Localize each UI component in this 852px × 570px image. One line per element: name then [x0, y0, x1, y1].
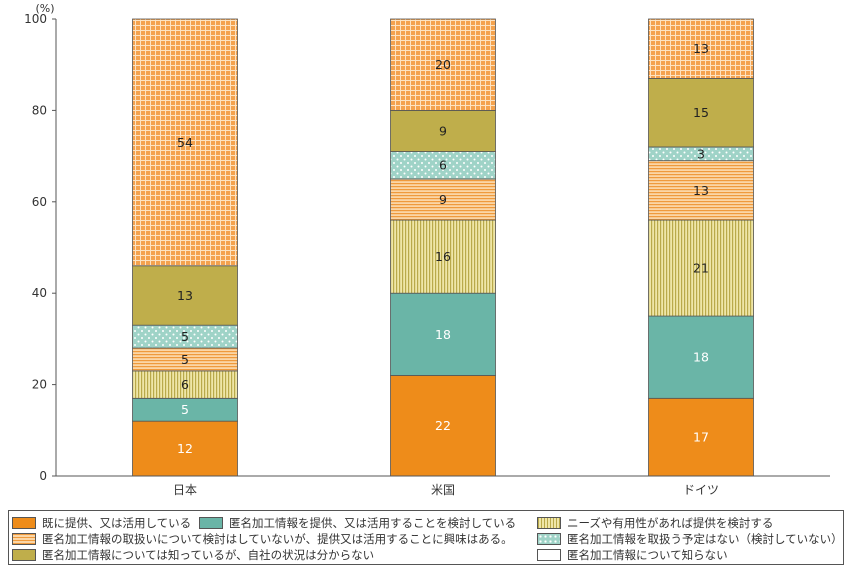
- data-label: 13: [177, 288, 193, 303]
- legend-swatch: [537, 533, 561, 545]
- legend-item: 匿名加工情報の取扱いについて検討はしていないが、提供又は活用することに興味はある…: [12, 531, 513, 547]
- x-tick-label: ドイツ: [683, 483, 719, 497]
- bar-segment: [648, 315, 754, 399]
- data-label: 12: [177, 441, 193, 456]
- bar-segment: [390, 178, 496, 221]
- x-axis: 日本 米国 ドイツ: [56, 475, 830, 497]
- bar-segment: [132, 18, 238, 267]
- y-tick-label: 80: [32, 103, 47, 117]
- data-label: 18: [435, 327, 451, 342]
- legend-label: 匿名加工情報を取扱う予定はない（検討していない）: [567, 532, 843, 546]
- data-label: 3: [697, 146, 705, 161]
- y-axis-unit: (%): [35, 2, 54, 15]
- legend-label: 匿名加工情報の取扱いについて検討はしていないが、提供又は活用することに興味はある…: [42, 532, 513, 546]
- y-tick-label: 40: [32, 286, 47, 300]
- data-label: 5: [181, 402, 189, 417]
- data-label: 13: [693, 183, 709, 198]
- data-label: 21: [693, 261, 709, 276]
- bar-segment: [648, 397, 754, 477]
- legend-swatch: [537, 517, 561, 529]
- legend-swatch: [12, 517, 36, 529]
- bar-segment: [390, 219, 496, 294]
- data-label: 6: [181, 377, 189, 392]
- y-axis: 0 20 40 60 80 100: [24, 12, 57, 483]
- bar-segment: [648, 160, 754, 221]
- legend-item: ニーズや有用性があれば提供を検討する: [537, 515, 773, 531]
- data-label: 22: [435, 418, 451, 433]
- bar-segment: [648, 18, 754, 79]
- data-label: 20: [435, 57, 451, 72]
- legend-label: ニーズや有用性があれば提供を検討する: [567, 516, 774, 530]
- bar-segment: [648, 78, 754, 148]
- data-label: 18: [693, 350, 709, 365]
- legend-item: 匿名加工情報を提供、又は活用することを検討している: [199, 515, 516, 531]
- legend-item: 既に提供、又は活用している: [12, 515, 191, 531]
- data-label: 6: [439, 158, 447, 173]
- legend-label: 既に提供、又は活用している: [42, 516, 192, 530]
- legend-item: 匿名加工情報を取扱う予定はない（検討していない）: [537, 531, 843, 547]
- legend-label: 匿名加工情報については知っているが、自社の状況は分からない: [42, 548, 375, 562]
- bar-segment: [132, 370, 238, 399]
- bar-segment: [390, 110, 496, 152]
- data-label: 5: [181, 352, 189, 367]
- data-label: 15: [693, 105, 709, 120]
- legend-swatch: [12, 549, 36, 561]
- legend-label: 匿名加工情報について知らない: [567, 548, 728, 562]
- legend-swatch: [12, 533, 36, 545]
- legend: 既に提供、又は活用している 匿名加工情報を提供、又は活用することを検討している ニー…: [8, 510, 844, 565]
- data-label: 16: [435, 249, 451, 264]
- data-label: 5: [181, 329, 189, 344]
- data-label: 9: [439, 123, 447, 138]
- legend-label: 匿名加工情報を提供、又は活用することを検討している: [229, 516, 517, 530]
- bar-segment: [390, 18, 496, 111]
- y-tick-label: 100: [24, 12, 47, 26]
- y-tick-label: 60: [32, 195, 47, 209]
- data-label: 54: [177, 135, 193, 150]
- y-tick-label: 20: [32, 378, 47, 392]
- bar-segment: [648, 219, 754, 317]
- x-tick-label: 米国: [431, 483, 455, 497]
- y-tick-label: 0: [39, 469, 47, 483]
- legend-item: 匿名加工情報について知らない: [537, 547, 728, 563]
- bar-segment: [390, 292, 496, 376]
- data-label: 13: [693, 41, 709, 56]
- x-tick-label: 日本: [173, 483, 197, 497]
- bar-segment: [132, 265, 238, 326]
- stacked-bar-chart: (%) 0 20 40 60 80 100 12 5 6 5 5 13 54 22 18 16 9 6 9 20 17…: [24, 2, 830, 497]
- legend-swatch: [199, 517, 223, 529]
- data-label: 17: [693, 430, 709, 445]
- legend-swatch: [537, 549, 561, 561]
- data-label: 9: [439, 192, 447, 207]
- legend-item: 匿名加工情報については知っているが、自社の状況は分からない: [12, 547, 374, 563]
- bars: 12 5 6 5 5 13 54 22 18 16 9 6 9 20 17 18 21 13 3 15 13: [132, 18, 754, 477]
